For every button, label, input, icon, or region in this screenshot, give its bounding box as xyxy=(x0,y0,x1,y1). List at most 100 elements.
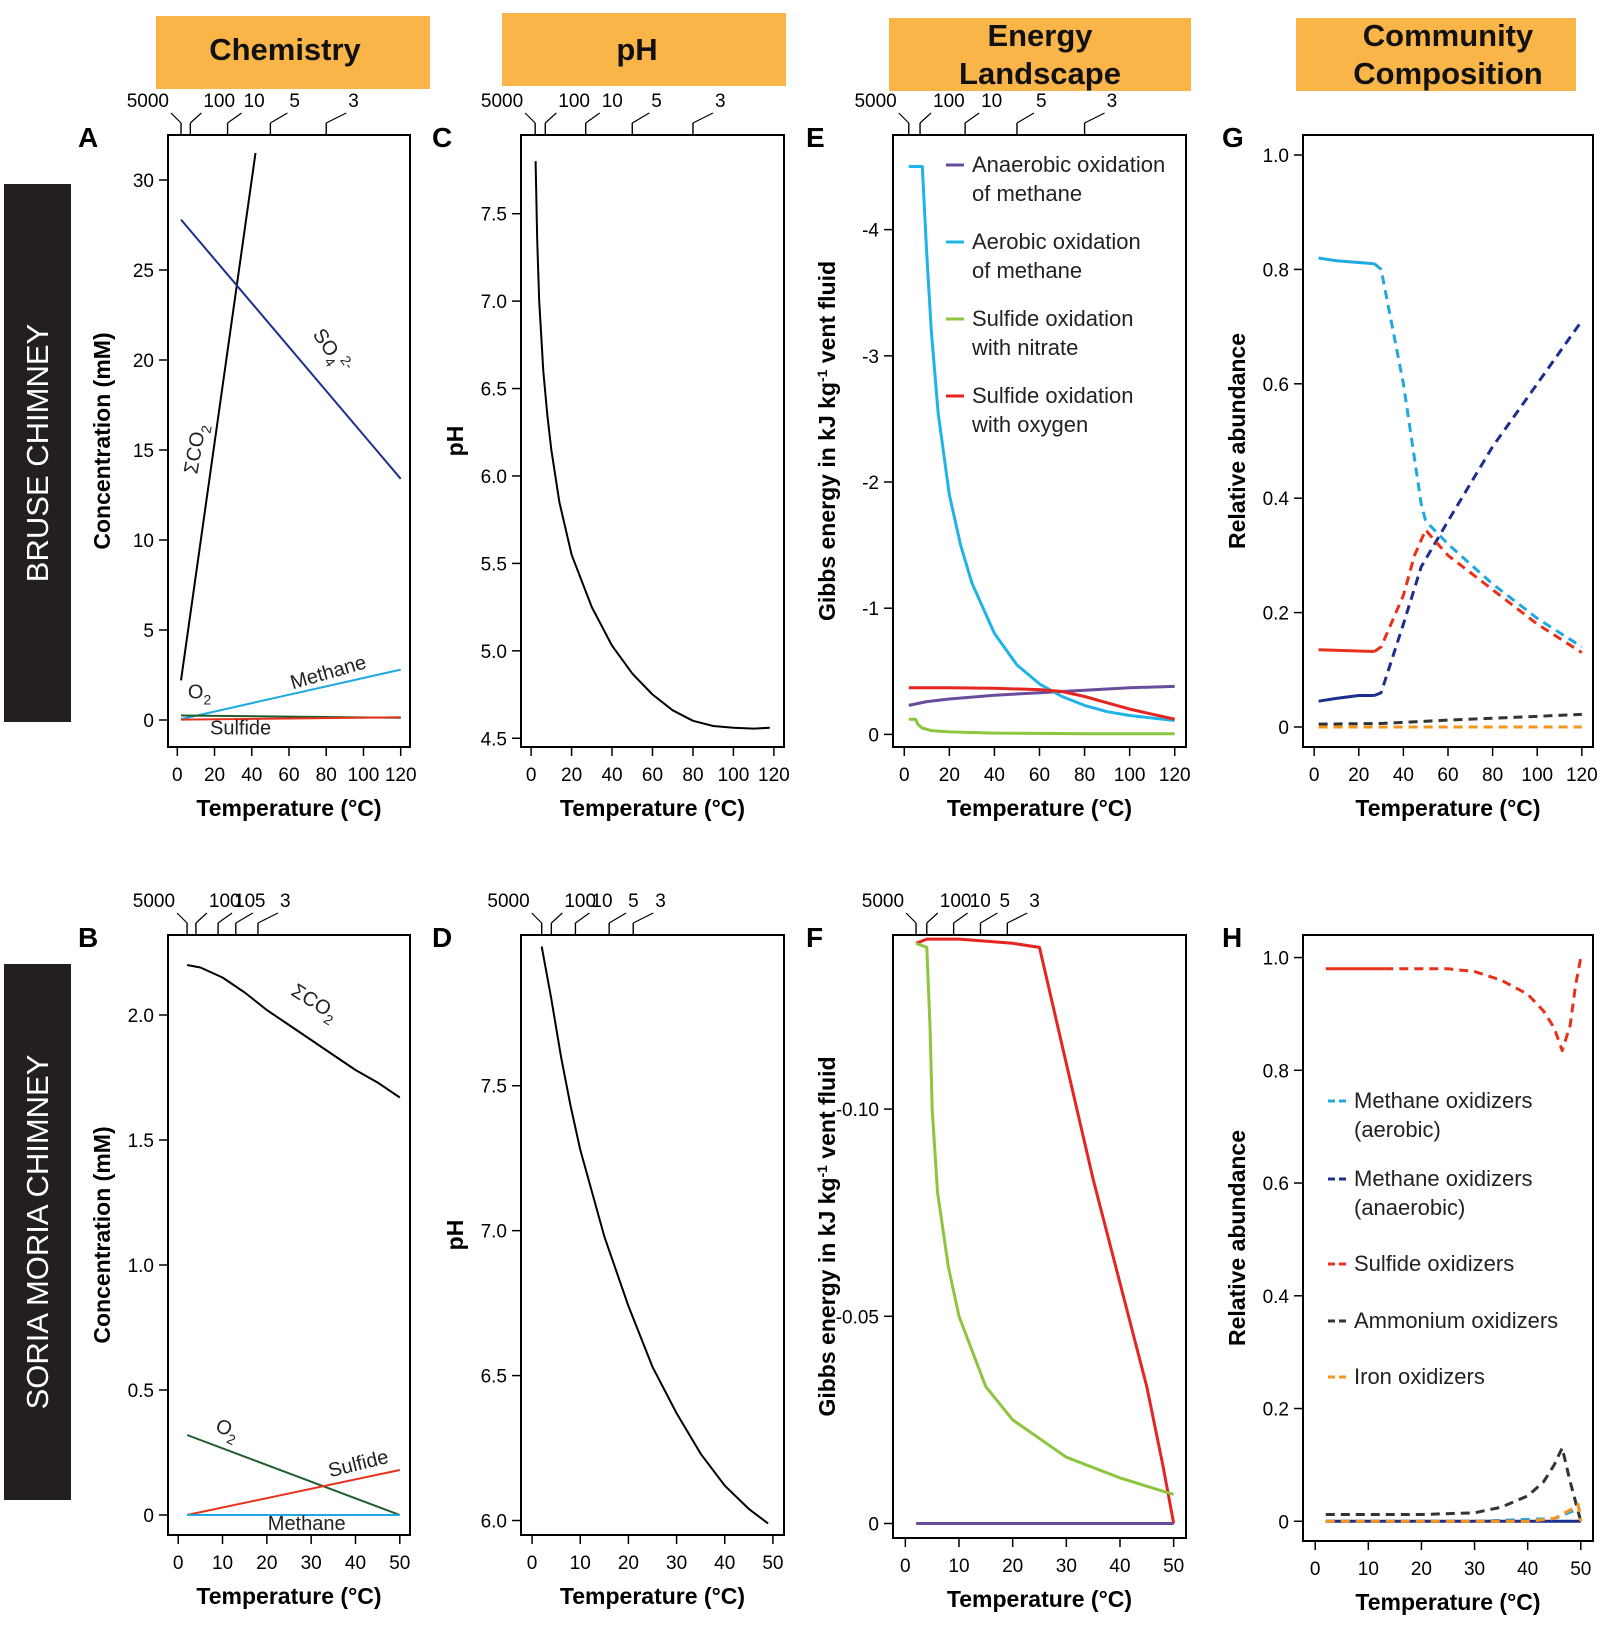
y-tick-label-h-5: 1.0 xyxy=(1263,949,1289,970)
series-h-iron-oxidizers-5 xyxy=(1325,1502,1583,1523)
top-tick-leader-b-2 xyxy=(217,912,233,924)
series-b--co2-0 xyxy=(186,964,401,1099)
series-b-o2-1 xyxy=(186,1434,401,1516)
header-bg-chemistry xyxy=(156,16,430,89)
panel-letter-e: E xyxy=(806,122,825,153)
top-tick-label-c-2: 10 xyxy=(602,91,623,112)
top-tick-label-a-1: 100 xyxy=(203,91,235,112)
top-tick-label-e-4: 3 xyxy=(1107,91,1118,112)
top-tick-label-c-4: 3 xyxy=(715,91,726,112)
x-tick-label-e-2: 40 xyxy=(984,765,1005,786)
y-tick-label-f-2: -0.10 xyxy=(836,1100,879,1121)
y-tick-label-e-3: -3 xyxy=(862,347,879,368)
series-e-anaerobic-oxidation-of-methane-0 xyxy=(908,684,1175,707)
x-tick-label-g-1: 20 xyxy=(1348,765,1369,786)
panel-g-community-bruse: G 0 20 40 60 80 100 120 0 0.2 0.4 0.6 0.8 1.0 Temperat… xyxy=(1222,122,1598,821)
legend-label-e-2-0: Sulfide oxidation xyxy=(972,306,1133,331)
x-tick-label-d-0: 0 xyxy=(527,1553,538,1574)
x-tick-label-h-1: 10 xyxy=(1358,1559,1379,1580)
y-tick-label-g-3: 0.6 xyxy=(1263,375,1289,396)
series-g-methane-oxidizers-anaerobic--3 xyxy=(1373,320,1584,697)
panel-f-energy-soria: F 0 10 20 30 40 50 0 -0.05 -0.10 Temperature (°C) G… xyxy=(806,891,1187,1612)
series-g-sulfide-oxidizers-5 xyxy=(1373,528,1583,654)
x-tick-label-e-5: 100 xyxy=(1114,765,1146,786)
row-label-bruse: BRUSE CHIMNEY xyxy=(20,324,55,582)
top-tick-leader-d-4 xyxy=(632,912,654,924)
top-tick-label-a-4: 3 xyxy=(348,91,359,112)
header-bg-ph xyxy=(502,13,786,86)
y-tick-label-e-1: -1 xyxy=(862,599,879,620)
top-tick-leader-a-1 xyxy=(189,112,202,124)
annotation-a-4: Sulfide xyxy=(210,717,271,739)
panel-letter-g: G xyxy=(1222,122,1244,153)
top-tick-leader-c-2 xyxy=(585,112,601,124)
y-tick-label-b-1: 0.5 xyxy=(128,1381,154,1402)
x-axis-label-a: Temperature (°C) xyxy=(196,795,381,821)
x-tick-label-d-1: 10 xyxy=(570,1553,591,1574)
top-tick-leader-f-0 xyxy=(905,912,917,924)
top-tick-label-b-3: 5 xyxy=(255,891,266,912)
top-tick-label-a-3: 5 xyxy=(289,91,300,112)
x-tick-label-g-2: 40 xyxy=(1393,765,1414,786)
series-g-methane-oxidizers-anaerobic--2 xyxy=(1318,694,1375,703)
top-tick-leader-f-2 xyxy=(953,912,968,924)
series-a-sulfide-4 xyxy=(180,716,401,721)
x-tick-label-b-5: 50 xyxy=(389,1553,410,1574)
row-label-soria: SORIA MORIA CHIMNEY xyxy=(20,1055,55,1410)
series-a-methane-2 xyxy=(180,668,401,721)
top-tick-label-d-3: 5 xyxy=(628,891,639,912)
x-tick-label-h-3: 30 xyxy=(1464,1559,1485,1580)
y-tick-label-h-0: 0 xyxy=(1278,1512,1289,1533)
y-tick-label-f-1: -0.05 xyxy=(836,1307,879,1328)
series-h-ammonium-oxidizers-4 xyxy=(1325,1446,1583,1522)
y-tick-label-g-1: 0.2 xyxy=(1263,604,1289,625)
series-d-ph-0 xyxy=(540,946,769,1525)
panel-letter-h: H xyxy=(1222,922,1242,953)
top-tick-label-d-4: 3 xyxy=(655,891,666,912)
annotation-b-1: O2 xyxy=(210,1415,242,1449)
legend-label-h-2-0: Sulfide oxidizers xyxy=(1354,1251,1514,1276)
series-e-aerobic-oxidation-of-methane-1 xyxy=(908,165,1175,722)
x-axis-label-b: Temperature (°C) xyxy=(196,1583,381,1609)
legend-label-e-1-0: Aerobic oxidation xyxy=(972,229,1141,254)
series-g-methane-oxidizers-aerobic--0 xyxy=(1318,256,1375,266)
y-tick-label-c-5: 7.0 xyxy=(481,292,507,313)
series-b-sulfide-2 xyxy=(186,1469,401,1516)
series-f-sulfide-oxidation-with-oxygen-0 xyxy=(915,937,1176,1524)
annotation-a-2: Methane xyxy=(288,652,369,695)
top-tick-label-c-0: 5000 xyxy=(481,91,523,112)
x-axis-label-f: Temperature (°C) xyxy=(947,1586,1132,1612)
y-tick-label-a-3: 15 xyxy=(133,441,154,462)
x-axis-label-e: Temperature (°C) xyxy=(947,795,1132,821)
legend-label-h-0-0: Methane oxidizers xyxy=(1354,1088,1533,1113)
x-tick-label-b-3: 30 xyxy=(301,1553,322,1574)
y-tick-label-a-5: 25 xyxy=(133,261,154,282)
series-g-sulfide-oxidizers-4 xyxy=(1318,648,1375,653)
top-tick-leader-b-4 xyxy=(257,912,279,924)
top-tick-label-b-2: 10 xyxy=(234,891,255,912)
top-tick-label-b-1: 100 xyxy=(209,891,241,912)
panel-letter-b: B xyxy=(78,922,98,953)
header-chemistry: Chemistry xyxy=(209,32,361,67)
top-tick-leader-c-1 xyxy=(544,112,557,124)
x-tick-label-e-0: 0 xyxy=(899,765,910,786)
x-axis-label-c: Temperature (°C) xyxy=(560,795,745,821)
top-tick-label-a-0: 5000 xyxy=(127,91,169,112)
x-tick-label-d-4: 40 xyxy=(714,1553,735,1574)
x-tick-label-e-4: 80 xyxy=(1074,765,1095,786)
top-tick-label-f-3: 5 xyxy=(999,891,1010,912)
top-tick-leader-a-2 xyxy=(227,112,242,124)
legend-label-e-2-1: with nitrate xyxy=(971,335,1078,360)
panel-c-ph-bruse: C 0 20 40 60 80 100 120 4.5 5.0 5.5 6.0 6.5 7.0 7.5 Tem… xyxy=(432,91,790,821)
x-tick-label-f-0: 0 xyxy=(900,1556,911,1577)
y-tick-label-f-0: 0 xyxy=(868,1514,879,1535)
panel-letter-c: C xyxy=(432,122,452,153)
x-tick-label-f-1: 10 xyxy=(948,1556,969,1577)
y-tick-label-b-4: 2.0 xyxy=(128,1006,154,1027)
y-tick-label-g-5: 1.0 xyxy=(1263,146,1289,167)
x-tick-label-g-5: 100 xyxy=(1521,765,1553,786)
panel-a-chemistry-bruse: A0 20 40 60 80 100 120051015202530Temperature … xyxy=(78,91,417,821)
y-axis-label-c: pH xyxy=(442,426,468,457)
series-a--co2-0 xyxy=(180,152,257,681)
x-tick-label-f-2: 20 xyxy=(1002,1556,1023,1577)
